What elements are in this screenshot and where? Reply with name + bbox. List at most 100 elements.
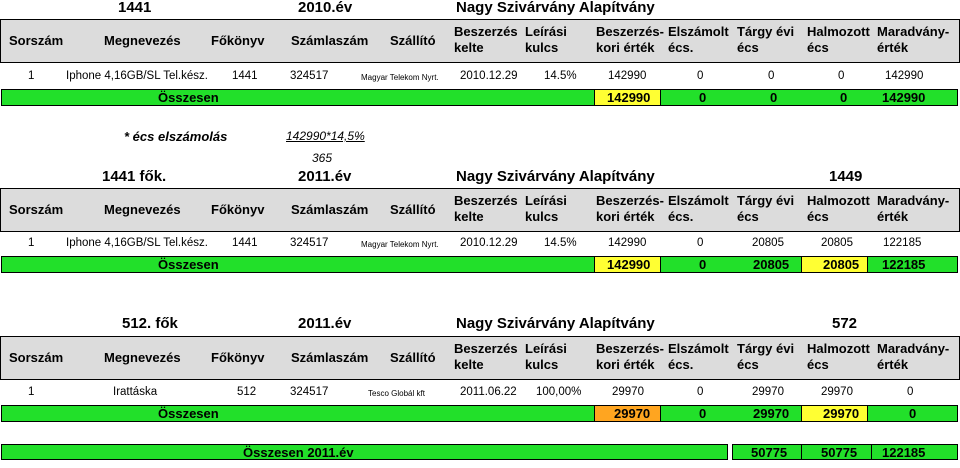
cell: 1 [28,386,35,398]
total-value: 0 [909,406,917,421]
cell: 122185 [883,237,922,249]
total-value: 29970 [614,406,651,421]
cell: 20805 [752,237,784,249]
cell: 512 [237,386,257,398]
total-value: 142990 [607,257,651,272]
col-fokonyv: Főkönyv [211,202,265,217]
grand-total-value: 50775 [751,445,788,460]
col-targyevi: Tárgy évi écs [737,193,795,224]
col-elszamolt: Elszámolt écs. [668,24,729,55]
cell: 142990 [885,70,924,82]
total-value: 0 [770,90,778,105]
total-label: Összesen [158,257,219,272]
col-megnevezes: Megnevezés [104,350,181,365]
cell: Irattáska [113,386,158,398]
cell: Magyar Telekom Nyrt. [361,240,439,249]
highlight-cell [594,257,661,272]
note-formula: 142990*14,5% [286,129,365,143]
col-maradvany: Maradvány-érték [877,24,950,55]
cell: 29970 [752,386,784,398]
highlight-cell [594,90,661,105]
section2-year: 2011.év [298,168,352,185]
cell: Tesco Globál kft [368,389,425,398]
section3-org: Nagy Szivárvány Alapítvány [456,315,655,332]
section3-num: 572 [832,315,858,332]
cell: 2010.12.29 [460,237,518,249]
cell: Iphone 4,16GB/SL Tel.kész. [66,237,208,249]
total-value: 29970 [823,406,860,421]
col-halmozott: Halmozott écs [807,24,870,55]
cell: 14.5% [544,237,577,249]
cell: 0 [768,70,775,82]
cell: 1441 [232,237,258,249]
total-label: Összesen [158,90,219,105]
col-maradvany: Maradvány-érték [877,341,950,372]
cell: 20805 [821,237,853,249]
col-szamlaszam: Számlaszám [291,350,369,365]
section2-num: 1449 [829,168,863,185]
col-beszerzeskori: Beszerzés-kori érték [596,341,664,372]
cell: 0 [838,70,845,82]
cell: Iphone 4,16GB/SL Tel.kész. [66,70,208,82]
total-row-3: Összesen 29970 0 29970 29970 0 [1,405,958,422]
col-beszerzeskori: Beszerzés-kori érték [596,193,664,224]
cell: 29970 [612,386,644,398]
total-value: 142990 [882,90,926,105]
grand-total-cell: 50775 [801,444,872,460]
grand-total-label-cell: Összesen 2011.év [1,444,728,460]
col-beszerzes: Beszerzés kelte [454,193,518,224]
total-value: 20805 [753,257,790,272]
col-beszerzes: Beszerzés kelte [454,341,518,372]
total-row-2: Összesen 142990 0 20805 20805 122185 [1,256,958,273]
cell: 324517 [290,386,329,398]
section1-year: 2010.év [298,0,353,16]
table-header-2: Sorszám Megnevezés Főkönyv Számlaszám Sz… [0,188,960,232]
note-divisor: 365 [312,151,333,165]
cell: 324517 [290,237,329,249]
col-szallito: Szállító [390,350,436,365]
note-label: * écs elszámolás [124,129,228,144]
col-sorszam: Sorszám [9,202,64,217]
col-elszamolt: Elszámolt écs. [668,193,729,224]
cell: 2010.12.29 [460,70,518,82]
total-value: 20805 [823,257,860,272]
cell: 1441 [232,70,258,82]
col-szamlaszam: Számlaszám [291,202,369,217]
cell: 142990 [608,70,647,82]
section3-year: 2011.év [298,315,352,332]
col-targyevi: Tárgy évi écs [737,24,795,55]
total-value: 0 [699,257,707,272]
col-halmozott: Halmozott écs [807,193,870,224]
col-halmozott: Halmozott écs [807,341,870,372]
cell: 2011.06.22 [460,386,517,398]
highlight-cell [801,406,868,421]
grand-total-value: 50775 [821,445,858,460]
col-beszerzes: Beszerzés kelte [454,24,518,55]
section2-code: 1441 fők. [102,168,167,185]
cell: 14.5% [544,70,577,82]
col-megnevezes: Megnevezés [104,202,181,217]
cell: 0 [697,70,704,82]
total-value: 29970 [753,406,790,421]
col-megnevezes: Megnevezés [104,33,181,48]
table-header-1: Sorszám Megnevezés Főkönyv Számlaszám Sz… [0,19,960,63]
section3-code: 512. fők [122,315,178,332]
grand-total-value: 122185 [882,445,926,460]
grand-total-cell: 122185 [871,444,958,460]
cell: 100,00% [536,386,582,398]
col-beszerzeskori: Beszerzés-kori érték [596,24,664,55]
col-fokonyv: Főkönyv [211,33,265,48]
total-value: 0 [699,406,707,421]
grand-total-label: Összesen 2011.év [243,445,354,460]
highlight-cell [801,257,868,272]
col-leirasi: Leírási kulcs [525,24,567,55]
grand-total-cell: 50775 [732,444,802,460]
total-value: 0 [699,90,707,105]
col-szamlaszam: Számlaszám [291,33,369,48]
cell: 0 [907,386,914,398]
cell: 29970 [821,386,853,398]
cell: Magyar Telekom Nyrt. [361,73,439,82]
total-row-1: Összesen 142990 0 0 0 142990 [1,89,958,106]
total-value: 142990 [607,90,651,105]
section1-code: 1441 [118,0,152,16]
